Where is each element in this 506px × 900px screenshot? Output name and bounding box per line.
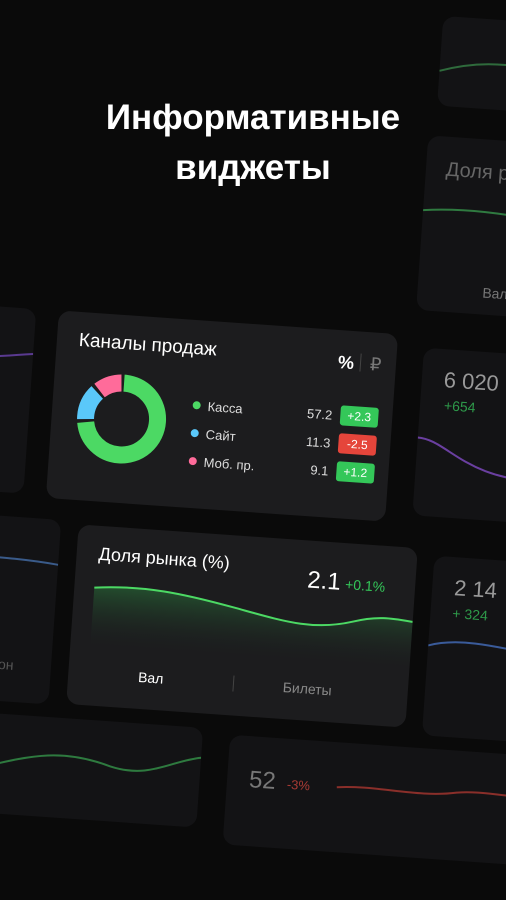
legend-label: Касса [207, 398, 244, 417]
bg-card: 2 14 + 324 [421, 555, 506, 745]
bg-card: 52 -3% [222, 734, 506, 866]
sparkline [427, 641, 506, 661]
tab: Вал [481, 284, 506, 303]
bg-card [0, 712, 204, 828]
change-badge: +2.3 [339, 405, 379, 428]
bg-card [437, 15, 506, 115]
tab[interactable]: Вал [137, 668, 164, 687]
sparkline [336, 785, 506, 798]
channel-value: 9.1 [309, 462, 329, 479]
sparkline [0, 754, 202, 772]
headline: виджеты [175, 148, 331, 187]
line-chart [89, 586, 413, 673]
channel-value: 57.2 [306, 405, 333, 423]
tab: он [0, 655, 15, 673]
sparkline [439, 63, 506, 76]
channel-value: 11.3 [305, 433, 331, 451]
separator [359, 353, 362, 372]
sparkline [417, 436, 506, 483]
donut-segment [77, 374, 167, 464]
change-badge: -2.5 [337, 433, 377, 456]
bg-card: он [0, 510, 62, 705]
sparkline [0, 549, 59, 566]
donut-chart [77, 374, 167, 464]
bg-card: 6 020 +654 [412, 347, 506, 525]
change-badge: +1.2 [335, 461, 376, 484]
toggle-option[interactable]: ₽ [369, 354, 383, 375]
market-widget: Доля рынка (%) 2.1 +0.1% Вал Билеты [66, 524, 418, 728]
tab[interactable]: Билеты [282, 679, 333, 699]
bg-card [0, 301, 37, 494]
sales-widget: Каналы продаж % ₽ Касса 57.2 +2.3 Сайт 11.3-… [45, 310, 399, 522]
headline: Информативные [105, 98, 401, 137]
sparkline [422, 208, 506, 226]
toggle-option[interactable]: % [337, 351, 355, 374]
legend-label: Сайт [205, 426, 237, 444]
bg-card: Доля р Вал [416, 135, 506, 320]
sparkline [0, 352, 34, 363]
legend-label: Моб. пр. [203, 454, 255, 474]
donut-segment [77, 374, 167, 464]
